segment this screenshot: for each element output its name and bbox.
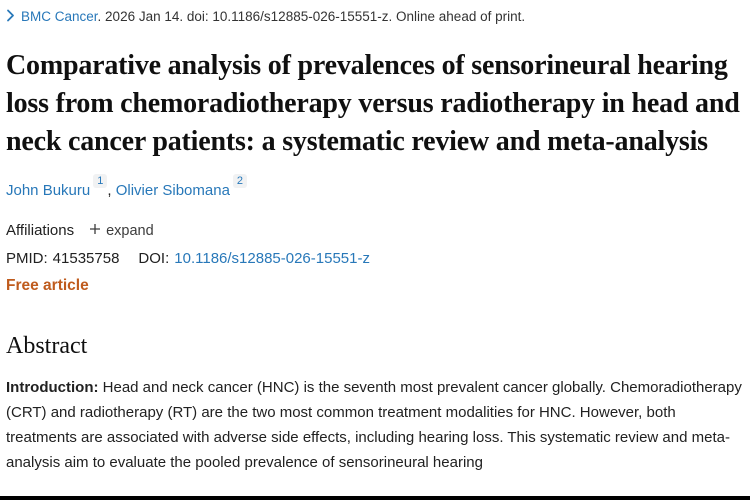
abstract-body-text: Head and neck cancer (HNC) is the sevent… xyxy=(6,379,742,471)
pmid-label: PMID: xyxy=(6,250,48,267)
abstract-section-label: Introduction: xyxy=(6,379,99,396)
citation-suffix: . xyxy=(97,9,106,24)
free-article-badge: Free article xyxy=(6,277,89,294)
author-link[interactable]: Olivier Sibomana xyxy=(115,182,230,199)
bottom-clip-bar xyxy=(0,496,750,500)
author-link[interactable]: John Bukuru xyxy=(6,182,91,199)
plus-icon xyxy=(89,223,101,239)
article-title: Comparative analysis of prevalences of s… xyxy=(6,50,740,157)
affiliation-number-badge[interactable]: 2 xyxy=(232,174,248,188)
affiliations-label: Affiliations xyxy=(6,222,75,239)
chevron-right-icon xyxy=(6,9,15,26)
expand-label: expand xyxy=(106,222,154,239)
author-separator: , xyxy=(107,182,116,199)
doi-label: DOI: xyxy=(138,250,170,267)
affiliation-number-badge[interactable]: 1 xyxy=(93,174,108,188)
citation-banner: BMC Cancer. 2026 Jan 14. doi: 10.1186/s1… xyxy=(6,8,744,26)
doi-link[interactable]: 10.1186/s12885-026-15551-z xyxy=(174,250,370,267)
identifiers-row: PMID: 41535758 DOI: 10.1186/s12885-026-1555… xyxy=(6,250,744,267)
abstract-paragraph: Introduction: Head and neck cancer (HNC)… xyxy=(6,375,744,475)
article-page: BMC Cancer. 2026 Jan 14. doi: 10.1186/s1… xyxy=(6,8,744,475)
journal-link[interactable]: BMC Cancer xyxy=(21,9,98,24)
affiliations-row: Affiliations expand xyxy=(6,222,744,239)
citation-details: 2026 Jan 14. doi: 10.1186/s12885-026-155… xyxy=(105,9,526,24)
expand-affiliations-button[interactable]: expand xyxy=(89,223,154,239)
authors-list: John Bukuru1, Olivier Sibomana2 xyxy=(6,174,744,201)
abstract-heading: Abstract xyxy=(6,333,88,359)
pmid-value: 41535758 xyxy=(52,250,120,267)
